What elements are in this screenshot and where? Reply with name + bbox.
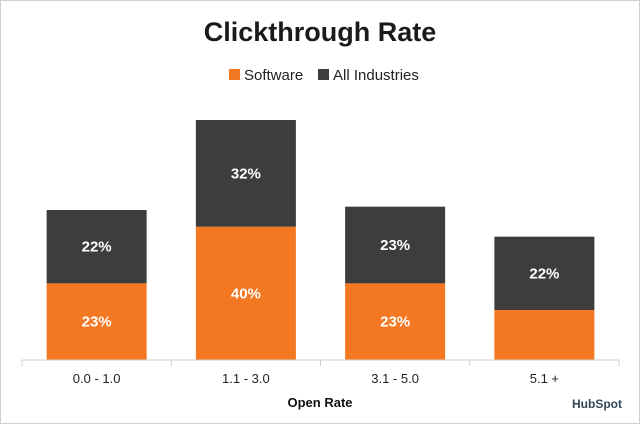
legend-label-all-industries: All Industries [333,67,419,84]
bar-all-industries-4 [494,236,595,310]
bar-software-1 [46,283,147,360]
bar-all-industries-2 [195,120,296,227]
data-label-all-industries-3: 23% [380,237,410,254]
legend-swatch-all-industries [318,69,329,80]
data-label-software-2: 40% [231,285,261,302]
legend-label-software: Software [244,67,303,84]
data-label-software-3: 23% [380,314,410,331]
x-tick-label-4: 5.1 + [530,371,559,386]
x-tick-label-3: 3.1 - 5.0 [371,371,419,386]
chart-title: Clickthrough Rate [204,17,437,47]
bar-all-industries-1 [46,210,147,284]
bar-all-industries-3 [345,206,446,284]
data-label-all-industries-2: 32% [231,165,261,182]
legend: Software All Industries [229,67,419,84]
hubspot-logo-text: HubSpot [572,397,622,411]
data-label-all-industries-4: 22% [529,265,559,282]
bars-group [46,120,595,360]
data-label-software-1: 23% [82,314,112,331]
bar-software-3 [345,283,446,360]
x-tick-label-1: 0.0 - 1.0 [73,371,121,386]
data-labels-group: 23% 22% 40% 32% 23% 23% 22% [82,165,560,330]
x-axis-ticks: 0.0 - 1.0 1.1 - 3.0 3.1 - 5.0 5.1 + [21,360,620,386]
x-tick-label-2: 1.1 - 3.0 [222,371,270,386]
hubspot-logo: HubSpot [572,397,622,411]
data-label-all-industries-1: 22% [82,239,112,256]
bar-software-2 [195,226,296,360]
bar-software-4 [494,310,595,360]
legend-swatch-software [229,69,240,80]
x-axis-title: Open Rate [287,395,352,410]
